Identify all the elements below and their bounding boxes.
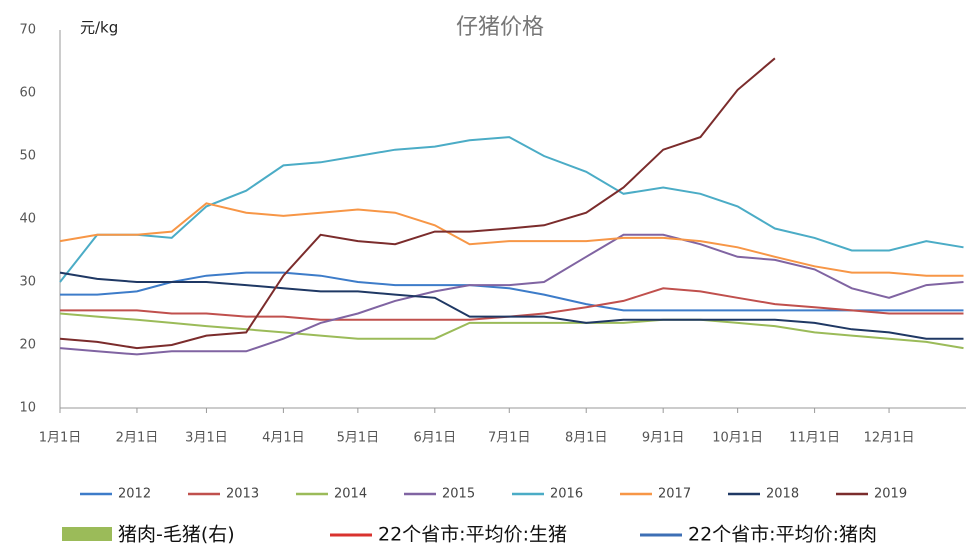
chart-title: 仔猪价格 — [456, 15, 544, 40]
series-line — [59, 136, 964, 283]
y-tick-label: 70 — [19, 23, 36, 38]
legend-label: 2018 — [766, 487, 799, 502]
y-tick-label: 40 — [19, 212, 36, 227]
y-tick-label: 10 — [19, 401, 36, 416]
series-line — [59, 202, 964, 277]
x-tick-label: 9月1日 — [642, 431, 685, 446]
y-tick-label: 20 — [19, 338, 36, 353]
y-axis-label: 元/kg — [80, 19, 118, 37]
series-line — [60, 287, 964, 321]
legend-label: 2017 — [658, 487, 691, 502]
series-line — [59, 312, 964, 350]
y-tick-label: 30 — [19, 275, 36, 290]
legend-label: 2019 — [874, 487, 907, 502]
legend-label: 2014 — [334, 487, 367, 502]
x-tick-label: 8月1日 — [565, 431, 608, 446]
legend-label: 2012 — [118, 487, 151, 502]
x-tick-label: 1月1日 — [39, 431, 82, 446]
legend2-label: 22个省市:平均价:生猪 — [378, 524, 567, 546]
legend-label: 2015 — [442, 487, 475, 502]
series-line — [59, 271, 964, 340]
y-tick-label: 60 — [19, 86, 36, 101]
series-line — [59, 57, 776, 350]
x-tick-label: 11月1日 — [789, 431, 840, 446]
x-tick-label: 5月1日 — [337, 431, 380, 446]
legend-label: 2013 — [226, 487, 259, 502]
x-tick-label: 4月1日 — [262, 431, 305, 446]
x-tick-label: 6月1日 — [414, 431, 457, 446]
y-tick-label: 50 — [19, 149, 36, 164]
series-line — [60, 271, 964, 312]
legend-label: 2016 — [550, 487, 583, 502]
legend2-label: 猪肉-毛猪(右) — [118, 524, 235, 546]
x-tick-label: 2月1日 — [116, 431, 159, 446]
x-tick-label: 12月1日 — [864, 431, 915, 446]
x-tick-label: 10月1日 — [712, 431, 763, 446]
x-tick-label: 3月1日 — [185, 431, 228, 446]
series-line — [59, 233, 964, 356]
legend2-swatch — [62, 527, 112, 541]
x-tick-label: 7月1日 — [488, 431, 531, 446]
legend2-label: 22个省市:平均价:猪肉 — [688, 524, 877, 546]
